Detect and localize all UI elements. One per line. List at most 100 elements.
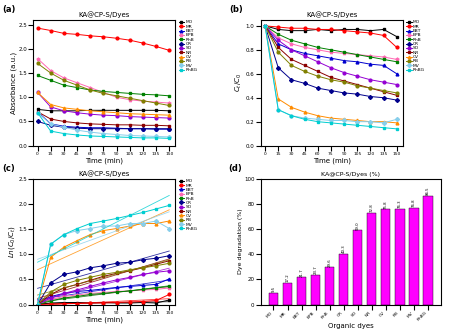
Line: SO: SO [36, 269, 171, 306]
RhB [153, 93, 159, 97]
Title: KA@CP-S/Dyes: KA@CP-S/Dyes [306, 11, 357, 18]
MV [127, 221, 133, 225]
RhB [87, 293, 93, 297]
RhB [61, 296, 67, 300]
NR [127, 269, 133, 273]
MO [35, 303, 40, 307]
CV [61, 245, 67, 249]
RB [262, 24, 268, 28]
BPB [35, 303, 40, 307]
CV [140, 221, 146, 225]
BPB [87, 86, 93, 90]
EBT [367, 62, 373, 66]
RB [140, 266, 146, 270]
RhB [100, 89, 106, 93]
CV [289, 105, 294, 109]
MO [328, 29, 334, 33]
MR [289, 26, 294, 30]
MO [166, 298, 172, 302]
Legend: MO, MR, EBT, BPB, RhB, CR, SO, NR, CV, RB, MV, RhBG: MO, MR, EBT, BPB, RhB, CR, SO, NR, CV, R… [406, 20, 425, 72]
RhB [74, 295, 80, 299]
RhB [100, 292, 106, 296]
BPB [153, 287, 159, 291]
RB [355, 84, 360, 88]
RB [289, 64, 294, 68]
BPB [74, 81, 80, 85]
RhB [74, 86, 80, 90]
BPB [48, 298, 54, 302]
Text: 75.8: 75.8 [384, 200, 388, 209]
MO [153, 108, 159, 112]
MO [74, 109, 80, 113]
Y-axis label: Absorbance (a.u.): Absorbance (a.u.) [10, 52, 17, 114]
MR [166, 293, 172, 297]
RhBG [302, 117, 308, 121]
EBT [166, 277, 172, 281]
EBT [140, 283, 146, 287]
NR [61, 119, 67, 123]
SO [355, 74, 360, 78]
EBT [87, 126, 93, 130]
RhB [127, 91, 133, 95]
RB [166, 104, 172, 108]
CR [48, 281, 54, 285]
RhB [275, 32, 281, 36]
Line: MR: MR [36, 293, 171, 306]
Line: CR: CR [36, 254, 171, 306]
MV [166, 135, 172, 139]
BPB [114, 289, 119, 293]
RhBG [315, 120, 320, 124]
Line: MV: MV [36, 219, 171, 306]
CV [275, 97, 281, 101]
MR [114, 36, 119, 40]
MR [153, 299, 159, 303]
RB [140, 99, 146, 103]
MV [87, 226, 93, 230]
Line: CR: CR [264, 24, 398, 102]
MR [100, 35, 106, 39]
BPB [341, 51, 347, 55]
SO [100, 281, 106, 285]
RhB [355, 53, 360, 57]
BPB [262, 24, 268, 28]
RhBG [127, 213, 133, 217]
CR [153, 256, 159, 260]
CR [355, 92, 360, 96]
Text: 29.6: 29.6 [328, 258, 332, 267]
Text: 59.0: 59.0 [356, 221, 360, 230]
RhBG [153, 136, 159, 140]
RB [127, 268, 133, 272]
Line: RB: RB [264, 24, 398, 94]
MR [74, 32, 80, 36]
CR [140, 258, 146, 262]
CR [315, 86, 320, 90]
RhBG [140, 211, 146, 214]
CR [100, 127, 106, 131]
Line: CV: CV [36, 219, 171, 306]
MR [87, 301, 93, 305]
Y-axis label: Dye degradation (%): Dye degradation (%) [237, 209, 243, 274]
CV [302, 110, 308, 114]
Line: RhB: RhB [36, 74, 171, 97]
NR [367, 86, 373, 90]
RB [74, 83, 80, 87]
MR [48, 28, 54, 32]
BPB [315, 48, 320, 52]
RhBG [100, 134, 106, 138]
SO [87, 284, 93, 288]
CV [100, 229, 106, 233]
Bar [297, 277, 306, 305]
NR [341, 79, 347, 83]
RhB [140, 287, 146, 291]
RhBG [394, 127, 400, 131]
RhBG [289, 114, 294, 118]
BPB [153, 100, 159, 104]
EBT [341, 59, 347, 63]
CV [48, 255, 54, 259]
BPB [127, 98, 133, 102]
Bar [353, 230, 362, 305]
MR [114, 301, 119, 305]
RB [367, 86, 373, 90]
MV [153, 219, 159, 223]
Bar [381, 209, 391, 305]
